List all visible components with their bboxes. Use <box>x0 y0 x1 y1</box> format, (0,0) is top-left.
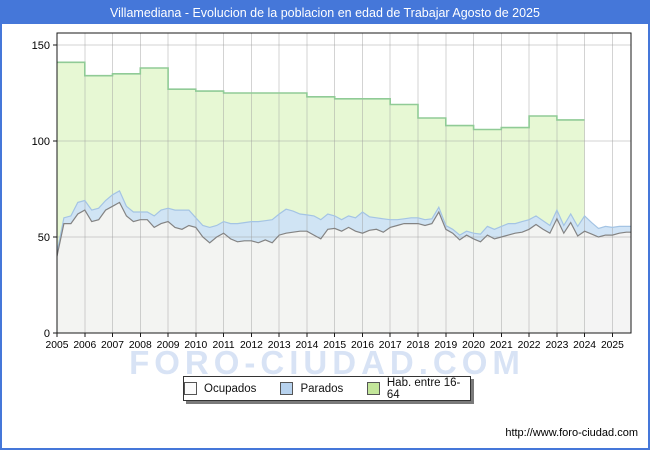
svg-text:0: 0 <box>44 328 50 340</box>
svg-text:2022: 2022 <box>518 340 541 351</box>
svg-text:2025: 2025 <box>601 340 624 351</box>
svg-text:150: 150 <box>32 40 50 52</box>
svg-text:2006: 2006 <box>73 340 96 351</box>
parados-swatch-icon <box>280 382 294 395</box>
legend-item-parados: Parados <box>280 382 343 395</box>
svg-text:2008: 2008 <box>129 340 152 351</box>
svg-text:2011: 2011 <box>213 340 235 351</box>
legend-item-ocupados: Ocupados <box>184 382 256 395</box>
legend-label-hab-16-64: Hab. entre 16-64 <box>386 376 461 401</box>
svg-text:2013: 2013 <box>268 340 291 351</box>
svg-text:2014: 2014 <box>295 340 318 351</box>
watermark: FORO-CIUDAD.COM <box>129 344 525 381</box>
legend-label-parados: Parados <box>300 382 344 395</box>
svg-text:2024: 2024 <box>573 340 596 351</box>
legend-label-ocupados: Ocupados <box>204 382 257 395</box>
svg-text:2015: 2015 <box>323 340 346 351</box>
svg-text:100: 100 <box>32 136 50 148</box>
svg-text:2012: 2012 <box>240 340 263 351</box>
svg-text:2005: 2005 <box>46 340 69 351</box>
svg-text:2021: 2021 <box>490 340 513 351</box>
svg-text:2010: 2010 <box>184 340 207 351</box>
site-url: http://www.foro-ciudad.com <box>505 427 638 439</box>
svg-text:2017: 2017 <box>379 340 402 351</box>
chart-title: Villamediana - Evolucion de la poblacion… <box>110 6 540 20</box>
svg-text:2020: 2020 <box>462 340 485 351</box>
svg-text:2016: 2016 <box>351 340 374 351</box>
svg-text:2009: 2009 <box>157 340 180 351</box>
svg-text:2019: 2019 <box>434 340 457 351</box>
hab-16-64-swatch-icon <box>367 382 380 395</box>
legend: Ocupados Parados Hab. entre 16-64 <box>183 376 471 401</box>
legend-item-hab-16-64: Hab. entre 16-64 <box>367 377 470 401</box>
svg-text:2023: 2023 <box>545 340 568 351</box>
ocupados-swatch-icon <box>184 382 197 395</box>
svg-text:2018: 2018 <box>407 340 430 351</box>
svg-text:50: 50 <box>38 232 50 244</box>
title-bar: Villamediana - Evolucion de la poblacion… <box>2 2 648 24</box>
svg-text:2007: 2007 <box>101 340 124 351</box>
